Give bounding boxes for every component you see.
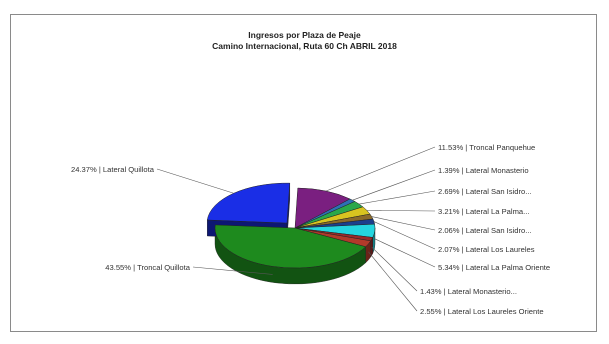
leader-line [325,146,436,192]
slice-label: 2.55% | Lateral Los Laureles Oriente [420,307,544,316]
slice-label: 3.21% | Lateral La Palma... [438,207,529,216]
slice-label: 24.37% | Lateral Quillota [71,165,155,174]
slice-label: 2.06% | Lateral San Isidro... [438,226,532,235]
leader-line [192,266,273,275]
chart-subtitle: Camino Internacional, Ruta 60 Ch ABRIL 2… [212,41,397,51]
slice-label: 2.69% | Lateral San Isidro... [438,187,532,196]
leader-line [352,169,436,201]
slice-label: 1.39% | Lateral Monasterio [438,166,529,175]
leader-line [374,238,436,268]
slice-label: 2.07% | Lateral Los Laureles [438,245,535,254]
slice-label: 5.34% | Lateral La Palma Oriente [438,263,550,272]
leader-line [373,221,436,250]
leader-line [371,246,418,292]
pie-slice [206,182,291,224]
slice-label: 11.53% | Troncal Panquehue [438,143,535,152]
chart-title: Ingresos por Plaza de Peaje [248,30,361,40]
leader-line [156,168,234,194]
pie-slice [214,224,367,269]
leader-line [359,190,436,205]
leader-line [371,216,436,231]
chart-titles: Ingresos por Plaza de Peaje Camino Inter… [0,30,609,52]
slice-label: 1.43% | Lateral Monasterio... [420,287,517,296]
slice-label: 43.55% | Troncal Quillota [105,263,190,272]
leader-line [366,210,436,212]
leader-line [368,251,418,312]
pie-labels: 11.53% | Troncal Panquehue 1.39% | Latera… [71,143,550,316]
